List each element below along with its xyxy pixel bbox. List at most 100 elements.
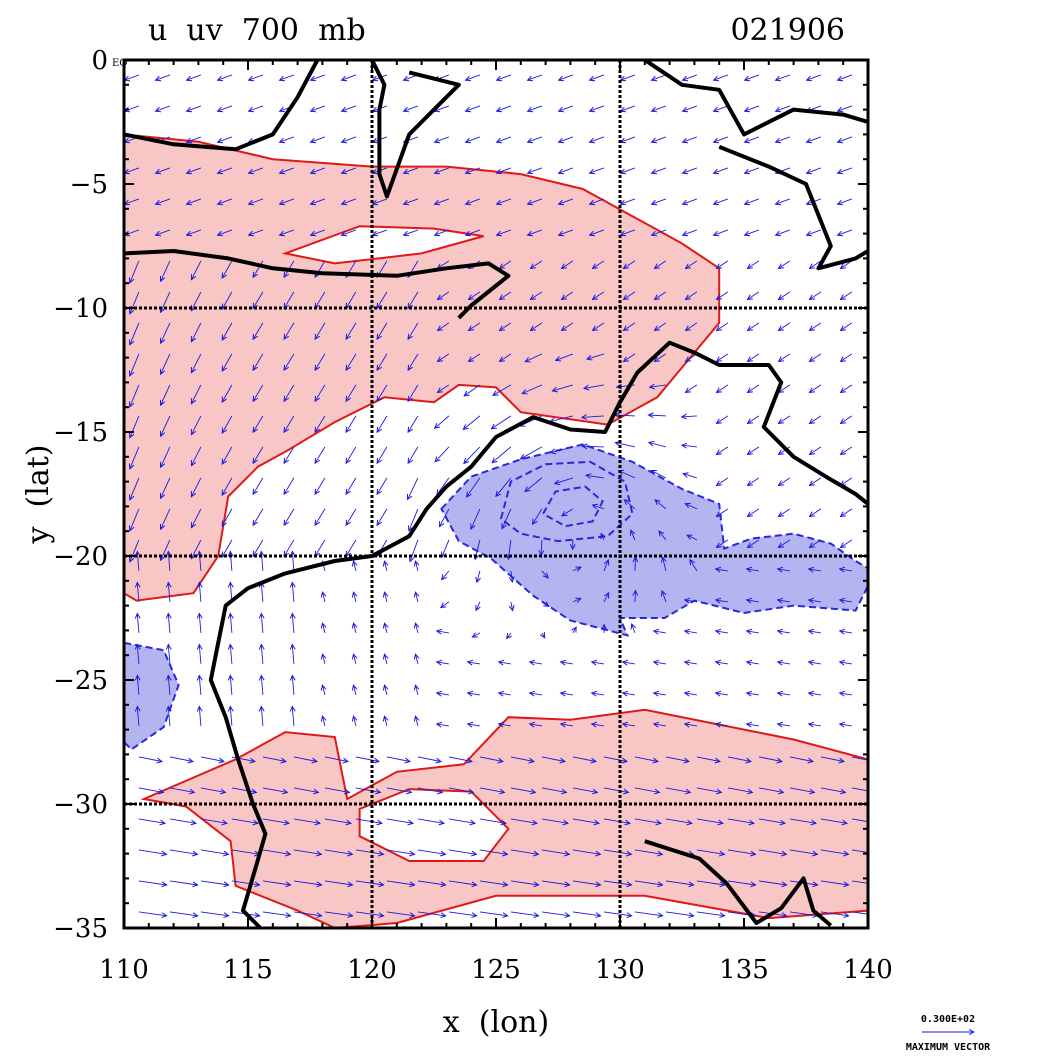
wind-vector <box>572 911 601 916</box>
wind-vector <box>758 818 785 823</box>
wind-vector <box>528 105 543 111</box>
wind-vector <box>776 105 791 111</box>
wind-vector <box>727 787 753 793</box>
wind-vector <box>377 353 388 370</box>
wind-vector <box>222 322 233 340</box>
wind-vector <box>528 167 543 173</box>
wind-vector <box>562 508 574 516</box>
wind-vector <box>634 880 663 885</box>
wind-vector <box>416 623 418 634</box>
wind-vector <box>531 260 543 269</box>
wind-vector <box>727 849 756 854</box>
wind-vector <box>169 787 195 793</box>
wind-vector <box>820 787 846 793</box>
wind-vector <box>222 446 233 464</box>
wind-vector <box>191 508 202 528</box>
wind-vector <box>324 880 353 885</box>
wind-vector <box>838 229 853 235</box>
wind-vector <box>776 198 791 204</box>
wind-vector <box>292 676 294 695</box>
wind-vector <box>200 756 224 762</box>
wind-vector <box>748 415 760 424</box>
wind-vector <box>690 560 698 572</box>
wind-vector <box>218 74 233 80</box>
wind-vector <box>499 662 511 664</box>
wind-vector <box>137 676 139 695</box>
wind-vector <box>168 614 170 633</box>
wind-vector <box>652 198 667 204</box>
wind-vector <box>408 446 419 463</box>
wind-vector <box>631 530 635 541</box>
wind-vector <box>623 724 635 726</box>
wind-vector <box>311 167 326 173</box>
wind-vector <box>324 849 353 854</box>
wind-vector <box>354 561 356 572</box>
wind-vector <box>652 74 667 80</box>
y-tick-label: −15 <box>53 418 108 448</box>
wind-vector <box>292 707 294 726</box>
wind-vector <box>377 477 388 494</box>
wind-vector <box>841 539 853 548</box>
wind-vector <box>542 633 545 638</box>
coastline-australia-west-coast <box>208 340 868 928</box>
wind-vector <box>342 136 357 142</box>
wind-vector <box>716 662 728 664</box>
wind-vector <box>727 880 756 885</box>
wind-vector <box>448 880 477 885</box>
wind-vector <box>593 260 605 269</box>
negative-region-west-low <box>124 641 180 751</box>
wind-vector <box>442 570 450 580</box>
wind-vector <box>779 322 791 331</box>
wind-vector <box>748 477 760 486</box>
wind-vector <box>590 167 605 173</box>
wind-vector <box>683 229 698 235</box>
wind-vector <box>810 415 822 424</box>
wind-vector <box>408 291 419 308</box>
coastline-australia-south-coast <box>644 839 833 928</box>
wind-vector <box>621 167 636 173</box>
wind-vector <box>442 539 450 557</box>
wind-vector <box>168 676 170 695</box>
wind-vector <box>497 74 512 80</box>
wind-vector <box>386 880 415 885</box>
wind-vector <box>555 477 574 484</box>
wind-vector <box>528 74 543 80</box>
wind-vector <box>355 787 381 793</box>
wind-vector <box>747 662 759 664</box>
chart-title: u uv 700 mb <box>148 13 366 48</box>
wind-vector <box>466 167 481 173</box>
wind-vector <box>572 567 581 571</box>
wind-vector <box>686 260 698 269</box>
wind-vector <box>510 756 534 762</box>
x-axis-label: x (lon) <box>443 1005 549 1040</box>
wind-vector <box>779 446 791 455</box>
wind-vector <box>508 539 511 559</box>
eq-label: EQ <box>112 58 128 69</box>
wind-vector <box>385 685 387 696</box>
y-tick-label: −20 <box>53 542 108 572</box>
wind-vector <box>161 477 171 498</box>
wind-vector <box>161 539 171 560</box>
wind-vector <box>838 105 853 111</box>
x-tick-label: 120 <box>347 955 397 985</box>
wind-vector <box>810 539 822 548</box>
wind-vector <box>187 229 202 235</box>
wind-vector <box>499 693 511 695</box>
wind-vector <box>200 880 229 885</box>
wind-vector <box>603 818 630 823</box>
wind-vector <box>497 136 512 142</box>
wind-vector <box>311 198 326 204</box>
wind-vector <box>437 693 449 695</box>
wind-vector <box>292 614 294 633</box>
chart-date: 021906 <box>730 13 845 48</box>
wind-vector <box>590 74 605 80</box>
wind-vector <box>655 353 667 362</box>
wind-vector <box>776 136 791 142</box>
wind-vector <box>137 707 139 726</box>
wind-vector <box>525 477 543 492</box>
wind-vector <box>665 787 691 793</box>
wind-vector <box>253 384 264 401</box>
wind-vector <box>408 353 419 370</box>
wind-vector <box>748 508 760 517</box>
wind-vector <box>138 818 165 823</box>
